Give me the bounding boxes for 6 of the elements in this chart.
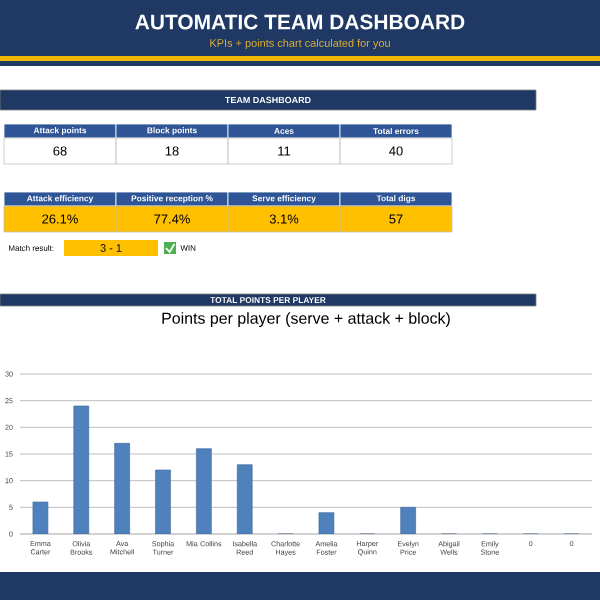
text: AUTOMATIC TEAM DASHBOARD [135, 14, 465, 30]
bar [114, 443, 130, 535]
bar [73, 405, 90, 535]
bar [236, 464, 253, 535]
bar [196, 448, 212, 535]
bar [155, 469, 171, 535]
